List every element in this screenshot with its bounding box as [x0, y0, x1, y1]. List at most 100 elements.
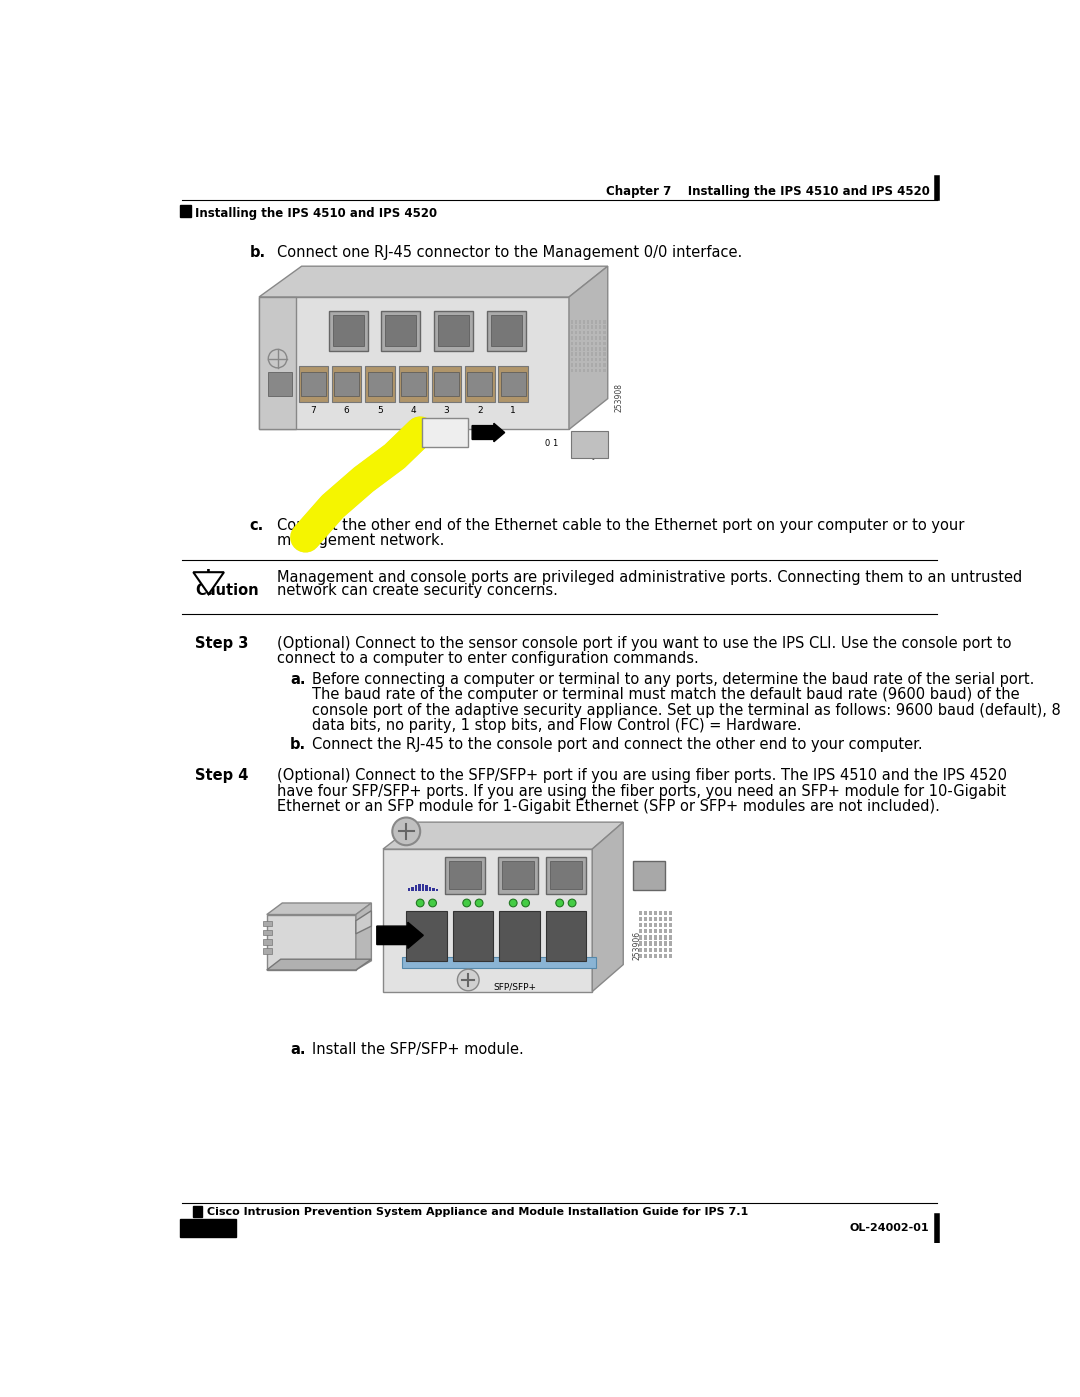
Polygon shape — [383, 823, 623, 849]
Bar — [603, 346, 606, 351]
Bar — [598, 369, 602, 372]
Text: Before connecting a computer or terminal to any ports, determine the baud rate o: Before connecting a computer or terminal… — [312, 672, 1034, 687]
Bar — [591, 358, 593, 362]
Bar — [579, 352, 581, 356]
Bar — [262, 939, 272, 944]
Bar — [644, 954, 647, 958]
Bar — [570, 337, 573, 339]
Bar — [664, 916, 667, 921]
FancyBboxPatch shape — [298, 366, 328, 402]
Bar — [664, 929, 667, 933]
FancyBboxPatch shape — [401, 373, 426, 397]
Bar — [435, 888, 438, 891]
Bar — [415, 886, 417, 891]
Text: 1: 1 — [511, 407, 516, 415]
Bar — [653, 942, 658, 946]
FancyBboxPatch shape — [432, 366, 461, 402]
Bar — [591, 320, 593, 324]
Bar — [426, 886, 428, 891]
FancyBboxPatch shape — [399, 366, 428, 402]
Bar — [649, 916, 652, 921]
Circle shape — [463, 900, 471, 907]
FancyBboxPatch shape — [367, 373, 392, 397]
Text: a.: a. — [291, 1042, 306, 1056]
Bar — [582, 363, 585, 366]
FancyBboxPatch shape — [266, 366, 295, 402]
FancyBboxPatch shape — [406, 911, 446, 961]
Bar — [591, 352, 593, 356]
Polygon shape — [259, 267, 608, 298]
Bar — [591, 346, 593, 351]
Bar — [591, 369, 593, 372]
Polygon shape — [267, 915, 356, 970]
Text: Chapter 7    Installing the IPS 4510 and IPS 4520: Chapter 7 Installing the IPS 4510 and IP… — [606, 184, 930, 197]
Bar — [586, 358, 590, 362]
FancyBboxPatch shape — [468, 373, 492, 397]
Bar — [591, 331, 593, 334]
Bar — [644, 916, 647, 921]
Bar — [659, 947, 662, 951]
Bar — [644, 942, 647, 946]
Circle shape — [510, 900, 517, 907]
Polygon shape — [356, 911, 372, 933]
Bar — [649, 929, 652, 933]
Bar — [586, 352, 590, 356]
FancyBboxPatch shape — [465, 366, 495, 402]
Bar — [579, 331, 581, 334]
Bar — [638, 942, 643, 946]
Text: (Optional) Connect to the SFP/SFP+ port if you are using fiber ports. The IPS 45: (Optional) Connect to the SFP/SFP+ port … — [276, 768, 1007, 784]
Bar — [582, 346, 585, 351]
Bar — [586, 326, 590, 328]
Bar — [595, 369, 597, 372]
Bar — [603, 320, 606, 324]
FancyBboxPatch shape — [501, 862, 535, 888]
Text: 3: 3 — [444, 407, 449, 415]
Bar — [644, 911, 647, 915]
Bar — [262, 930, 272, 936]
Bar — [659, 942, 662, 946]
Bar — [591, 342, 593, 345]
Bar — [570, 320, 573, 324]
FancyBboxPatch shape — [545, 911, 586, 961]
FancyBboxPatch shape — [268, 373, 293, 397]
Bar — [582, 337, 585, 339]
Bar — [595, 346, 597, 351]
Bar — [669, 929, 673, 933]
Bar — [595, 326, 597, 328]
Text: a.: a. — [291, 672, 306, 687]
Bar — [575, 369, 578, 372]
Bar — [649, 911, 652, 915]
Polygon shape — [267, 960, 372, 970]
Bar — [579, 358, 581, 362]
Bar — [603, 337, 606, 339]
Bar — [570, 369, 573, 372]
Bar — [669, 916, 673, 921]
Text: Connect the RJ-45 to the console port and connect the other end to your computer: Connect the RJ-45 to the console port an… — [312, 738, 922, 753]
Bar — [595, 337, 597, 339]
FancyBboxPatch shape — [449, 862, 482, 888]
Bar — [603, 326, 606, 328]
Bar — [575, 320, 578, 324]
FancyBboxPatch shape — [501, 373, 526, 397]
Text: The baud rate of the computer or terminal must match the default baud rate (9600: The baud rate of the computer or termina… — [312, 687, 1020, 703]
Text: Cisco Intrusion Prevention System Appliance and Module Installation Guide for IP: Cisco Intrusion Prevention System Applia… — [207, 1207, 748, 1217]
Bar — [586, 363, 590, 366]
Text: console port of the adaptive security appliance. Set up the terminal as follows:: console port of the adaptive security ap… — [312, 703, 1061, 718]
Bar — [664, 947, 667, 951]
Polygon shape — [267, 902, 372, 915]
FancyBboxPatch shape — [333, 316, 364, 346]
Bar — [653, 954, 658, 958]
Bar — [659, 929, 662, 933]
Bar — [598, 352, 602, 356]
Bar — [586, 342, 590, 345]
Bar — [603, 358, 606, 362]
Bar — [575, 331, 578, 334]
FancyBboxPatch shape — [403, 957, 596, 968]
Bar — [664, 923, 667, 928]
Bar — [598, 358, 602, 362]
Bar — [591, 337, 593, 339]
Bar — [603, 369, 606, 372]
Text: data bits, no parity, 1 stop bits, and Flow Control (FC) = Hardware.: data bits, no parity, 1 stop bits, and F… — [312, 718, 801, 733]
Bar — [603, 331, 606, 334]
Bar — [598, 337, 602, 339]
